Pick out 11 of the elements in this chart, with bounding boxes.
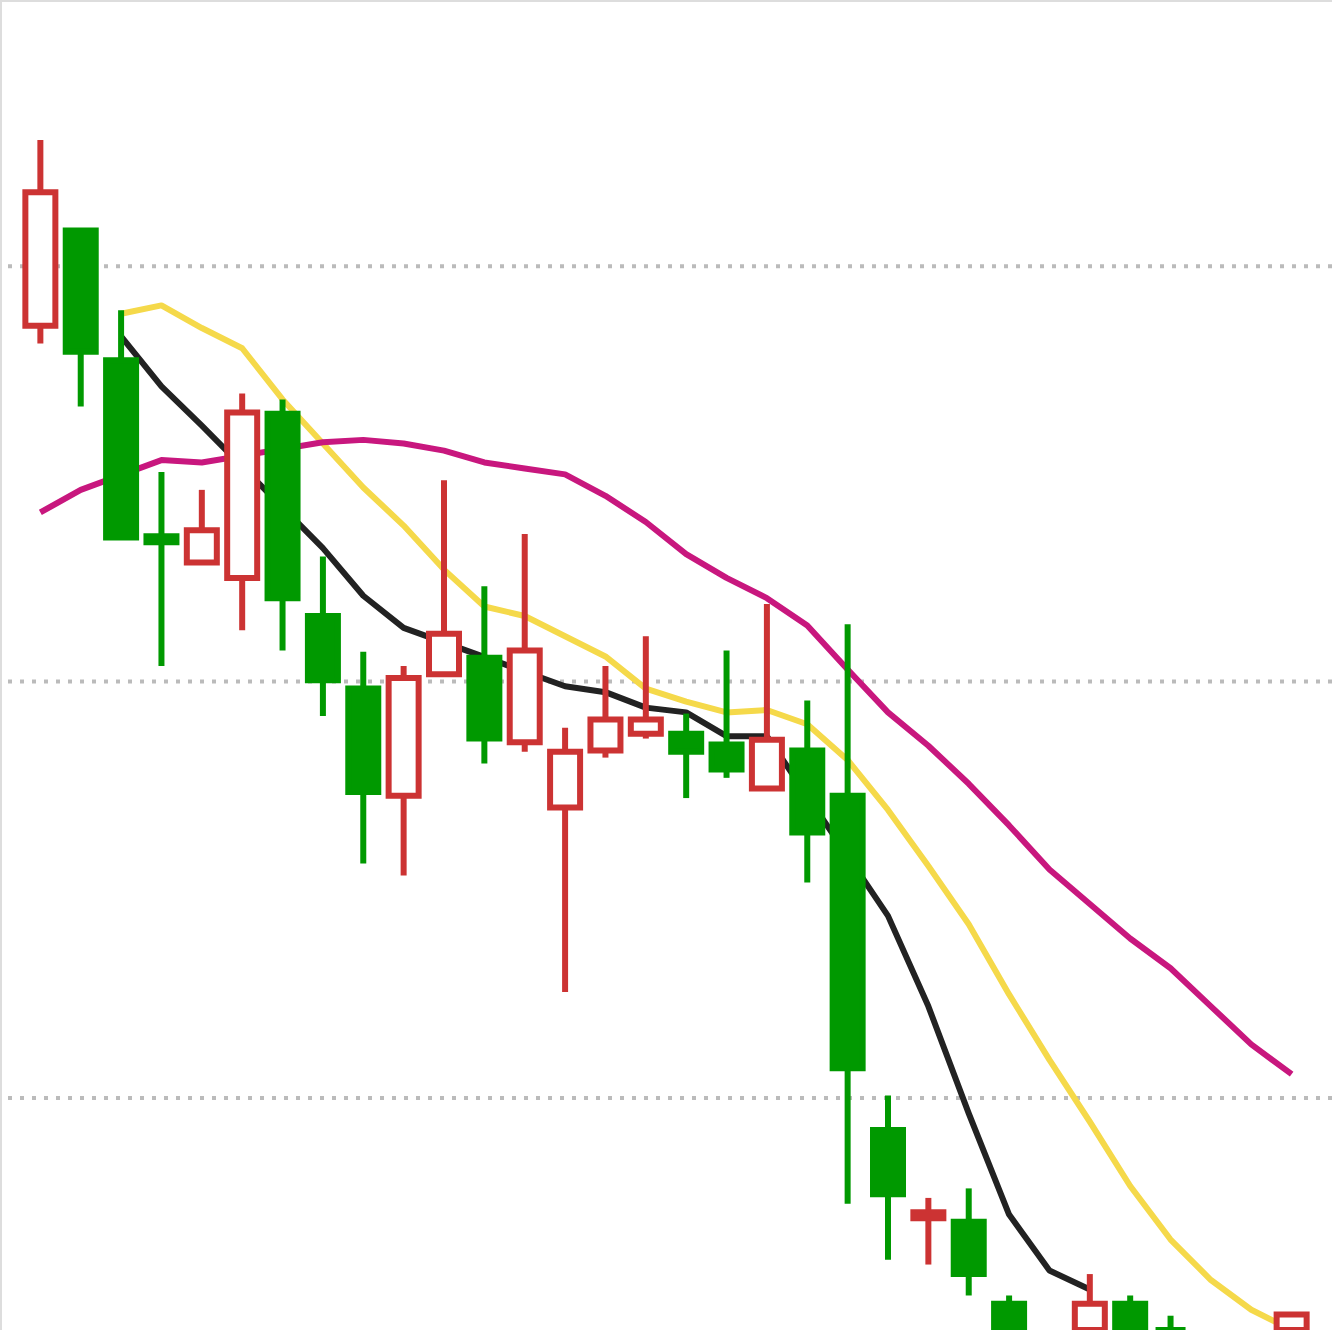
candlestick — [183, 489, 220, 566]
candlestick — [991, 1295, 1028, 1330]
candlestick — [627, 636, 664, 739]
candlestick — [143, 472, 180, 666]
candlestick — [708, 650, 745, 778]
candlestick — [426, 480, 462, 678]
candlestick — [910, 1197, 947, 1265]
candlestick — [1112, 1295, 1149, 1330]
candlestick — [668, 713, 705, 799]
candlestick — [1152, 1315, 1189, 1330]
candlestick — [587, 665, 624, 758]
